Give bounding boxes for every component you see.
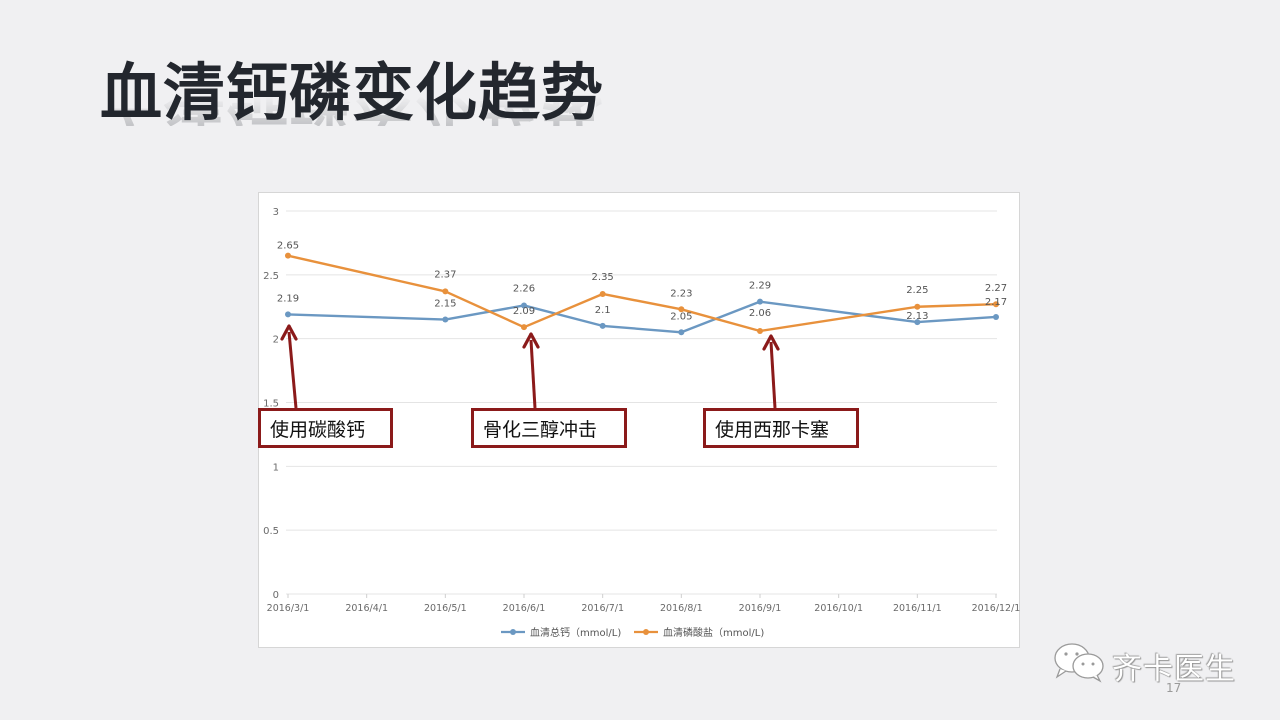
data-label: 2.26	[513, 283, 535, 294]
watermark-text: 齐卡医生	[1112, 652, 1236, 687]
data-point	[993, 313, 999, 320]
data-label: 2.1	[595, 305, 611, 316]
x-tick-label: 2016/12/1	[972, 603, 1021, 614]
x-tick-label: 2016/3/1	[267, 603, 310, 614]
data-point	[914, 303, 921, 310]
data-point	[757, 328, 763, 335]
annotation-box: 骨化三醇冲击	[471, 408, 627, 448]
data-label: 2.37	[434, 269, 456, 280]
data-label: 2.65	[277, 241, 299, 252]
y-tick-label: 1	[273, 462, 279, 473]
data-point	[599, 290, 606, 297]
data-point	[521, 324, 527, 331]
data-point	[914, 319, 921, 326]
x-tick-label: 2016/6/1	[503, 603, 546, 614]
data-point	[993, 301, 999, 308]
x-tick-label: 2016/4/1	[345, 603, 388, 614]
data-point	[442, 288, 449, 295]
page-number: 17	[1166, 681, 1182, 695]
legend-phosphate-marker	[643, 629, 649, 635]
slide-title-reflection: 血清钙磷变化趋势	[100, 96, 604, 126]
data-point	[442, 316, 449, 323]
y-tick-label: 0.5	[263, 526, 279, 537]
data-label: 2.06	[749, 308, 771, 319]
phosphate-line	[287, 254, 997, 333]
data-label: 2.09	[513, 306, 535, 317]
data-label: 2.29	[749, 281, 771, 292]
data-label: 2.35	[592, 272, 614, 283]
data-point	[521, 302, 527, 309]
legend-calcium-label: 血清总钙（mmol/L)	[530, 626, 621, 639]
data-label: 2.13	[906, 311, 928, 322]
x-tick-label: 2016/11/1	[893, 603, 942, 614]
calcium-line	[287, 300, 997, 334]
wechat-logo-icon	[1054, 643, 1104, 683]
x-tick-label: 2016/9/1	[739, 603, 782, 614]
data-label: 2.19	[277, 293, 299, 304]
annotation-box: 使用西那卡塞	[703, 408, 859, 448]
legend-phosphate-label: 血清磷酸盐（mmol/L)	[663, 626, 764, 639]
data-label: 2.05	[670, 311, 692, 322]
x-tick-label: 2016/10/1	[814, 603, 863, 614]
legend-calcium-marker	[510, 629, 516, 635]
annotation-box: 使用碳酸钙	[258, 408, 393, 448]
slide-title: 血清钙磷变化趋势	[100, 56, 605, 129]
data-point	[678, 329, 685, 336]
data-point	[757, 298, 763, 305]
x-tick-label: 2016/5/1	[424, 603, 467, 614]
data-point	[285, 311, 291, 318]
y-tick-label: 0	[273, 590, 279, 601]
data-label: 2.17	[985, 297, 1007, 308]
data-label: 2.27	[985, 283, 1007, 294]
y-tick-label: 2.5	[263, 271, 279, 282]
data-point	[599, 322, 606, 329]
y-tick-label: 2	[273, 335, 279, 346]
y-tick-label: 1.5	[263, 399, 279, 410]
data-point	[678, 306, 685, 313]
chart-canvas: 0 0.5 1 1.5 2 2.5 3 2016/3/1 2016/4/1 2016/5/1 201…	[263, 207, 1021, 639]
x-tick-label: 2016/7/1	[581, 603, 624, 614]
y-tick-label: 3	[273, 207, 279, 218]
x-tick-label: 2016/8/1	[660, 603, 703, 614]
data-label: 2.15	[434, 299, 456, 310]
data-label: 2.23	[670, 288, 692, 299]
data-point	[285, 252, 291, 259]
data-label: 2.25	[906, 285, 928, 296]
